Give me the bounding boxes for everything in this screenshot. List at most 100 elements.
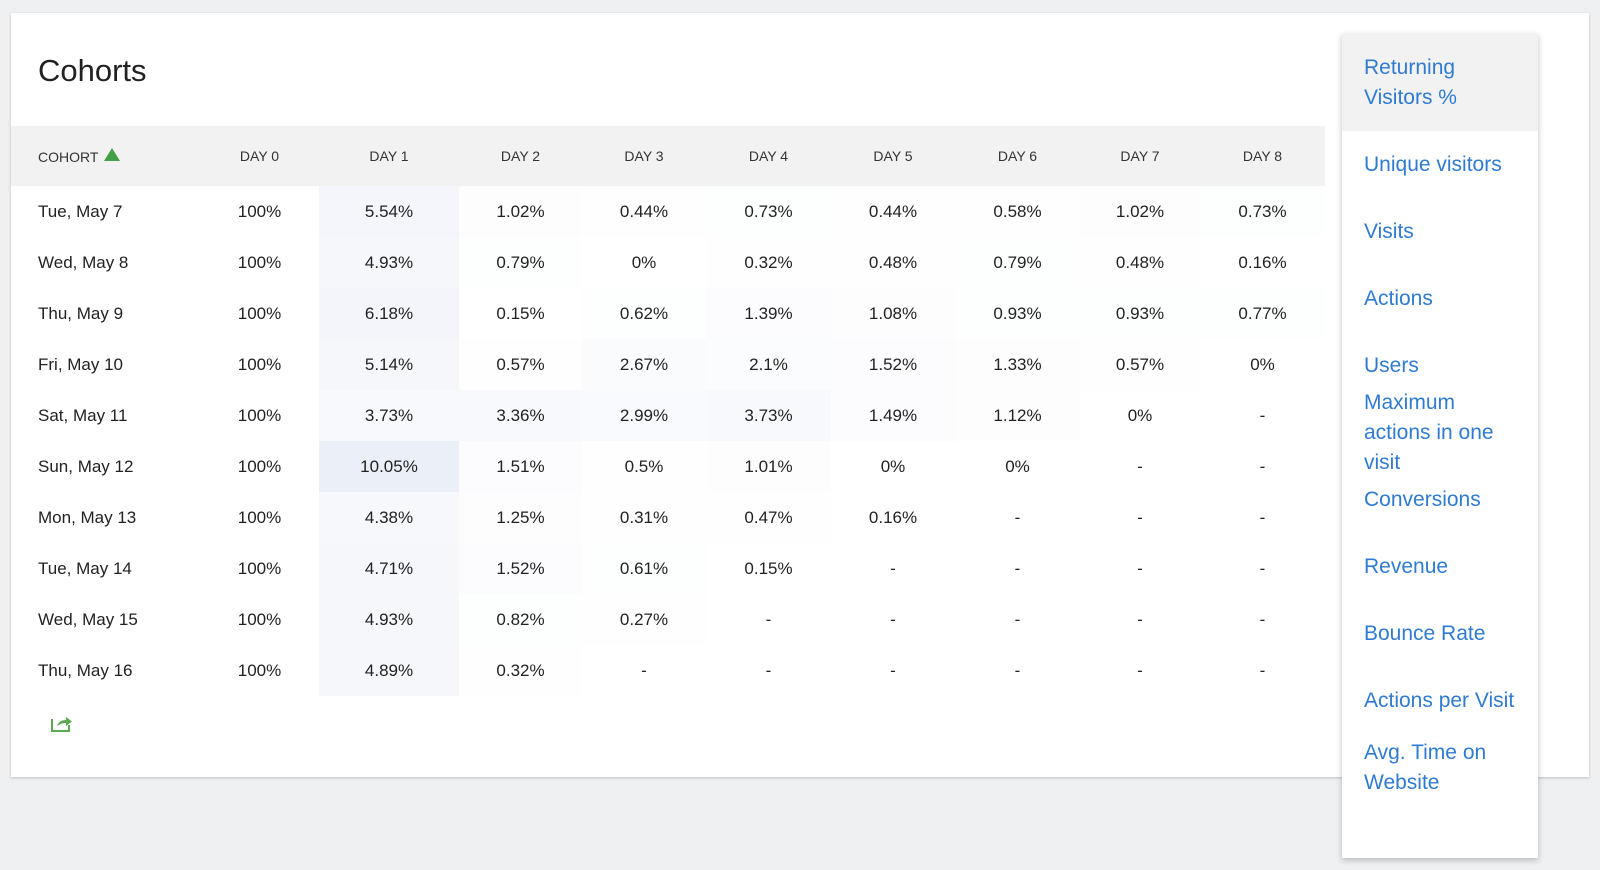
column-label: DAY 6: [997, 148, 1038, 164]
cell: 0%: [880, 456, 906, 476]
cell: 0%: [1127, 405, 1153, 425]
cell: -: [1259, 558, 1266, 578]
menu-item[interactable]: Unique visitors: [1364, 152, 1502, 176]
cell: 0.82%: [496, 609, 545, 629]
cell: -: [1259, 456, 1266, 476]
cohort-label: Fri, May 10: [38, 354, 124, 374]
cell: 100%: [237, 354, 282, 374]
cell: -: [1014, 558, 1021, 578]
cell: 0.16%: [868, 507, 918, 527]
column-header: DAY 7: [1080, 126, 1200, 186]
cell: 4.38%: [319, 492, 459, 543]
cell: -: [1137, 558, 1143, 578]
menu-item[interactable]: Revenue: [1364, 554, 1449, 578]
cell: 1.25%: [496, 507, 545, 527]
cohort-label: Tue, May 14: [38, 558, 132, 578]
cohort-label: Sat, May 11: [38, 405, 128, 425]
cell: -: [890, 609, 896, 629]
cell: 0.31%: [619, 507, 669, 527]
cell: -: [1259, 660, 1266, 680]
table-row: Sun, May 12 100% 10.05% 1.51% 0.5% 1.01% 0% 0% -…: [11, 441, 1325, 492]
cell: 100%: [237, 252, 282, 272]
cell: 5.54%: [319, 186, 459, 237]
column-header: DAY 6: [955, 126, 1080, 186]
column-label: DAY 1: [369, 148, 409, 164]
metric-menu: Returning Visitors % Unique visitors Visit…: [1342, 34, 1538, 858]
cell: 100%: [237, 201, 282, 221]
cohort-label: Thu, May 9: [38, 303, 124, 323]
card-title: Cohorts: [38, 53, 147, 88]
cohort-label: Sun, May 12: [38, 456, 134, 476]
cell: 2.67%: [582, 339, 706, 390]
column-label: DAY 0: [239, 148, 280, 164]
menu-item[interactable]: Maximum actions in one visit: [1364, 390, 1494, 474]
cohort-label: Thu, May 16: [38, 660, 133, 680]
cell: 0.5%: [624, 456, 664, 476]
cell: 0.93%: [1115, 303, 1165, 323]
cell: 0.62%: [619, 303, 669, 323]
column-label: DAY 8: [1242, 148, 1283, 164]
cell: 1.51%: [496, 456, 545, 476]
table-row: Mon, May 13 100% 4.38% 1.25% 0.31% 0.47% 0.16%…: [11, 492, 1325, 543]
cell: 0%: [1250, 354, 1275, 374]
cell: 0.77%: [1238, 303, 1287, 323]
cell: -: [1259, 609, 1266, 629]
column-label: DAY 7: [1120, 148, 1160, 164]
cell: 4.93%: [319, 594, 459, 645]
cell: -: [1014, 660, 1021, 680]
cell: -: [1137, 507, 1143, 527]
cell: 0.15%: [744, 558, 793, 578]
menu-item[interactable]: Actions: [1364, 286, 1433, 310]
cell: 0.79%: [496, 252, 545, 272]
cell: 0%: [1005, 456, 1030, 476]
menu-item[interactable]: Bounce Rate: [1364, 621, 1486, 645]
cell: 3.73%: [319, 390, 459, 441]
table-row: Wed, May 15 100% 4.93% 0.82% 0.27% - - - - -: [11, 594, 1325, 645]
cell: 1.33%: [993, 354, 1042, 374]
cell: 5.14%: [319, 339, 459, 390]
cell: 0.32%: [744, 252, 793, 272]
cell: -: [765, 609, 772, 629]
cell: 0.79%: [993, 252, 1042, 272]
cell: 1.52%: [496, 558, 545, 578]
cell: 4.93%: [319, 237, 459, 288]
menu-item[interactable]: Actions per Visit: [1364, 688, 1515, 712]
cell: 0.44%: [619, 201, 669, 221]
table-row: Wed, May 8 100% 4.93% 0.79% 0% 0.32% 0.48% 0.79…: [11, 237, 1325, 288]
table-row: Sat, May 11 100% 3.73% 3.36% 2.99% 3.73% 1.49%…: [11, 390, 1325, 441]
cell: 0.57%: [1115, 354, 1165, 374]
cell: 1.39%: [744, 303, 793, 323]
cell: 100%: [237, 405, 282, 425]
column-header[interactable]: COHORT: [11, 126, 200, 186]
column-header: DAY 3: [582, 126, 706, 186]
cell: 0.48%: [868, 252, 918, 272]
cell: 6.18%: [319, 288, 459, 339]
cell: 4.89%: [319, 645, 459, 696]
cell: 1.52%: [868, 354, 918, 374]
cell: -: [1014, 507, 1021, 527]
menu-item[interactable]: Conversions: [1364, 487, 1481, 511]
cell: 0.73%: [744, 201, 793, 221]
menu-item[interactable]: Visits: [1364, 219, 1414, 243]
menu-item[interactable]: Returning Visitors %: [1342, 34, 1538, 131]
cell: 100%: [237, 660, 282, 680]
menu-item[interactable]: Users: [1364, 353, 1419, 377]
column-header: DAY 5: [831, 126, 955, 186]
cell: 0.16%: [1238, 252, 1287, 272]
cell: 0.73%: [1238, 201, 1287, 221]
cell: 0.47%: [744, 507, 793, 527]
cell: -: [1014, 609, 1021, 629]
export-icon[interactable]: [50, 713, 74, 733]
column-label: DAY 2: [500, 148, 541, 164]
menu-item[interactable]: Avg. Time on Website: [1364, 740, 1487, 794]
cell: -: [1137, 660, 1143, 680]
cell: -: [1137, 609, 1143, 629]
cell: 1.02%: [496, 201, 545, 221]
table-row: Fri, May 10 100% 5.14% 0.57% 2.67% 2.1% 1.52% 1…: [11, 339, 1325, 390]
cell: 2.1%: [749, 354, 788, 374]
cell: 0%: [631, 252, 657, 272]
cell: 100%: [237, 558, 282, 578]
column-header: DAY 1: [319, 126, 459, 186]
cell: 0.58%: [993, 201, 1042, 221]
